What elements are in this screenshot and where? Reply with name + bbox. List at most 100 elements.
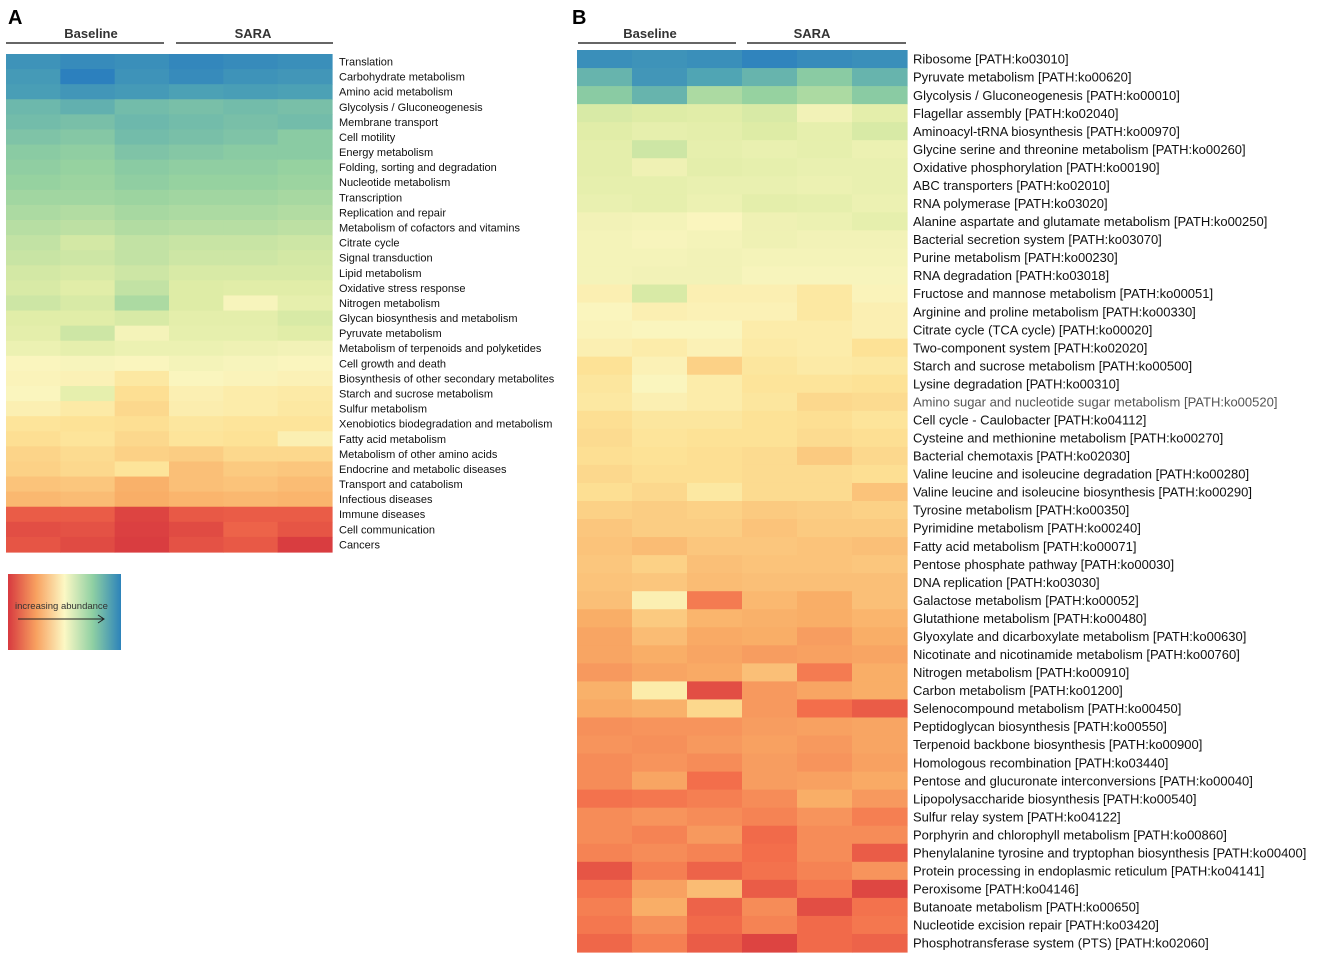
panel-a-cell-energy-metabolism-col-2: [60, 144, 116, 161]
panel-b-cell-pentose-and-glucuronate-interconversions-col-3: [687, 771, 743, 791]
panel-b-cell-oxidative-phosphorylation-col-5: [797, 158, 853, 177]
panel-a-cell-metabolism-of-terpenoids-and-polyketides-col-5: [223, 340, 279, 357]
panel-a-cell-cell-growth-and-death-col-4: [169, 355, 224, 372]
panel-b-cell-citrate-cycle-tca-cycle-col-5: [797, 320, 853, 340]
panel-a-cell-glycolysis-gluconeogenesis-col-6: [277, 99, 333, 115]
panel-b-cell-glyoxylate-and-dicarboxylate-metabolism-col-3: [687, 627, 743, 646]
panel-b-cell-lipopolysaccharide-biosynthesis-col-4: [742, 789, 798, 809]
panel-a-cell-glycan-biosynthesis-and-metabolism-col-1: [6, 310, 61, 327]
panel-b-row-label-phosphotransferase-system-pts: Phosphotransferase system (PTS) [PATH:ko…: [913, 936, 1209, 951]
panel-b-cell-butanoate-metabolism-col-6: [852, 897, 908, 917]
panel-b-cell-flagellar-assembly-col-4: [742, 104, 798, 123]
panel-a-cell-replication-and-repair-col-6: [277, 204, 333, 221]
panel-b-cell-butanoate-metabolism-col-3: [687, 897, 743, 917]
panel-a-cell-amino-acid-metabolism-col-3: [114, 84, 170, 100]
panel-b-cell-aminoacyl-trna-biosynthesis-col-4: [742, 122, 798, 141]
panel-a-cell-xenobiotics-biodegradation-and-metabolism-col-5: [223, 416, 279, 432]
panel-a-group-label-baseline: Baseline: [64, 26, 117, 41]
panel-b-cell-alanine-aspartate-and-glutamate-metabolism-col-1: [577, 212, 633, 231]
panel-b-cell-cell-cycle-caulobacter-col-6: [852, 410, 908, 430]
panel-a-cell-biosynthesis-of-other-secondary-metabolites-col-6: [277, 370, 333, 387]
panel-b-cell-purine-metabolism-col-5: [797, 248, 853, 268]
panel-b-row-label-tyrosine-metabolism: Tyrosine metabolism [PATH:ko00350]: [913, 503, 1129, 518]
panel-b-cell-abc-transporters-col-6: [852, 176, 908, 195]
panel-b-cell-terpenoid-backbone-biosynthesis-col-1: [577, 735, 633, 755]
panel-b-cell-sulfur-relay-system-col-5: [797, 807, 853, 827]
panel-b-cell-pyruvate-metabolism-col-1: [577, 68, 633, 87]
panel-a-cell-metabolism-of-cofactors-and-vitamins-col-4: [169, 220, 224, 236]
panel-b-cell-valine-leucine-and-isoleucine-degradation-col-6: [852, 464, 908, 484]
panel-a-cell-transcription-col-6: [277, 189, 333, 206]
panel-b-row-label-peptidoglycan-biosynthesis: Peptidoglycan biosynthesis [PATH:ko00550…: [913, 719, 1167, 734]
panel-a-cell-carbohydrate-metabolism-col-5: [223, 69, 279, 85]
panel-b-cell-citrate-cycle-tca-cycle-col-6: [852, 320, 908, 340]
panel-a-cell-cell-growth-and-death-col-5: [223, 355, 279, 372]
panel-b-row-label-dna-replication: DNA replication [PATH:ko03030]: [913, 575, 1100, 590]
panel-a-cell-starch-and-sucrose-metabolism-col-3: [114, 386, 170, 402]
panel-a-cell-signal-transduction-col-1: [6, 250, 61, 266]
panel-a-cell-glycolysis-gluconeogenesis-col-3: [114, 99, 170, 115]
panel-b-cell-pyrimidine-metabolism-col-5: [797, 519, 853, 538]
panel-b-cell-glycolysis-gluconeogenesis-col-1: [577, 86, 633, 105]
panel-b-cell-abc-transporters-col-4: [742, 176, 798, 195]
panel-b-cell-pyrimidine-metabolism-col-1: [577, 519, 633, 538]
panel-a-cell-biosynthesis-of-other-secondary-metabolites-col-4: [169, 370, 224, 387]
panel-b-cell-amino-sugar-and-nucleotide-sugar-metabolism-col-5: [797, 392, 853, 412]
panel-a-cell-membrane-transport-col-2: [60, 114, 116, 131]
panel-a-cell-translation-col-3: [114, 54, 170, 70]
panel-a-row-label-cell-growth-and-death: Cell growth and death: [339, 358, 446, 370]
panel-a-cell-infectious-diseases-col-6: [277, 491, 333, 508]
panel-a-cell-cell-communication-col-1: [6, 521, 61, 538]
panel-b-row-label-homologous-recombination: Homologous recombination [PATH:ko03440]: [913, 755, 1168, 770]
panel-b-cell-selenocompound-metabolism-col-2: [632, 699, 688, 719]
panel-a-row-label-glycolysis-gluconeogenesis: Glycolysis / Gluconeogenesis: [339, 102, 483, 114]
panel-a-cell-cell-communication-col-6: [277, 521, 333, 538]
panel-b-cell-cysteine-and-methionine-metabolism-col-1: [577, 428, 633, 448]
panel-a-cell-folding-sorting-and-degradation-col-6: [277, 159, 333, 176]
panel-b-cell-tyrosine-metabolism-col-6: [852, 501, 908, 520]
panel-a-cell-xenobiotics-biodegradation-and-metabolism-col-3: [114, 416, 170, 432]
panel-a-row-label-metabolism-of-cofactors-and-vitamins: Metabolism of cofactors and vitamins: [339, 223, 520, 235]
panel-a-cell-signal-transduction-col-3: [114, 250, 170, 266]
panel-a-cell-xenobiotics-biodegradation-and-metabolism-col-4: [169, 416, 224, 432]
panel-a-cell-replication-and-repair-col-5: [223, 204, 279, 221]
panel-b-cell-selenocompound-metabolism-col-6: [852, 699, 908, 719]
panel-a-cell-endocrine-and-metabolic-diseases-col-2: [60, 461, 116, 478]
panel-b-cell-pyruvate-metabolism-col-6: [852, 68, 908, 87]
panel-b-cell-butanoate-metabolism-col-4: [742, 897, 798, 917]
panel-b-cell-porphyrin-and-chlorophyll-metabolism-col-5: [797, 825, 853, 845]
panel-b-cell-butanoate-metabolism-col-1: [577, 897, 633, 917]
panel-b-cell-selenocompound-metabolism-col-1: [577, 699, 633, 719]
panel-a-cell-xenobiotics-biodegradation-and-metabolism-col-6: [277, 416, 333, 432]
panel-b-cell-citrate-cycle-tca-cycle-col-1: [577, 320, 633, 340]
panel-b-cell-homologous-recombination-col-5: [797, 753, 853, 773]
panel-b-cell-pentose-and-glucuronate-interconversions-col-1: [577, 771, 633, 791]
panel-b-cell-peroxisome-col-6: [852, 879, 908, 899]
panel-a-cell-nitrogen-metabolism-col-2: [60, 295, 116, 312]
panel-a-cell-sulfur-metabolism-col-5: [223, 401, 279, 417]
panel-a-cell-carbohydrate-metabolism-col-6: [277, 69, 333, 85]
panel-a-cell-nucleotide-metabolism-col-3: [114, 174, 170, 191]
panel-a-cell-translation-col-6: [277, 54, 333, 70]
panel-b-cell-terpenoid-backbone-biosynthesis-col-5: [797, 735, 853, 755]
panel-a-cell-glycolysis-gluconeogenesis-col-4: [169, 99, 224, 115]
panel-b-cell-selenocompound-metabolism-col-5: [797, 699, 853, 719]
panel-b-cell-arginine-and-proline-metabolism-col-4: [742, 302, 798, 322]
panel-b-cell-protein-processing-in-endoplasmic-reticulum-col-3: [687, 861, 743, 881]
panel-b-cell-pyruvate-metabolism-col-4: [742, 68, 798, 87]
panel-b-cell-alanine-aspartate-and-glutamate-metabolism-col-6: [852, 212, 908, 231]
panel-a-cell-nucleotide-metabolism-col-4: [169, 174, 224, 191]
panel-b-row-label-glyoxylate-and-dicarboxylate-metabolism: Glyoxylate and dicarboxylate metabolism …: [913, 629, 1246, 644]
panel-b-cell-bacterial-secretion-system-col-5: [797, 230, 853, 250]
panel-b-cell-selenocompound-metabolism-col-3: [687, 699, 743, 719]
panel-b-cell-flagellar-assembly-col-1: [577, 104, 633, 123]
panel-b-cell-nucleotide-excision-repair-col-1: [577, 915, 633, 935]
panel-b-cell-abc-transporters-col-3: [687, 176, 743, 195]
panel-a-cell-cancers-col-6: [277, 536, 333, 553]
panel-b-row-label-valine-leucine-and-isoleucine-biosynthesis: Valine leucine and isoleucine biosynthes…: [913, 485, 1252, 500]
panel-b-cell-pentose-phosphate-pathway-col-6: [852, 555, 908, 574]
panel-a-row-label-metabolism-of-other-amino-acids: Metabolism of other amino acids: [339, 449, 498, 461]
panel-b-cell-valine-leucine-and-isoleucine-biosynthesis-col-3: [687, 482, 743, 502]
panel-b-cell-lipopolysaccharide-biosynthesis-col-1: [577, 789, 633, 809]
